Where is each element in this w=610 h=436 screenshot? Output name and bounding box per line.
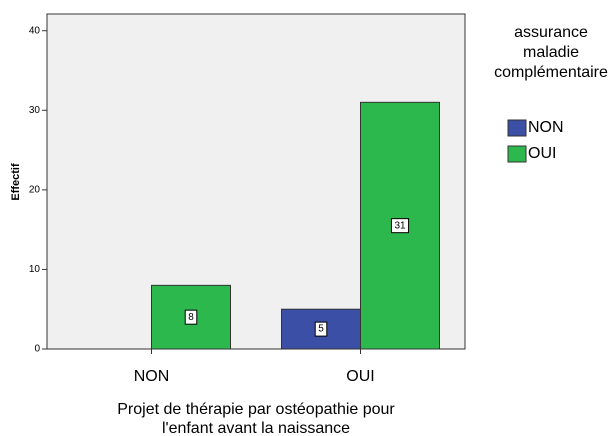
data-label-box — [390, 218, 410, 234]
legend-swatch — [507, 119, 527, 137]
data-label-box — [184, 309, 198, 325]
x-tick-label: NON — [134, 368, 170, 385]
y-tick-label: 20 — [29, 184, 41, 195]
y-tick-label: 0 — [34, 344, 40, 355]
legend-title: assurance — [514, 24, 588, 41]
y-axis-label: Effectif — [10, 163, 22, 201]
legend-title: maladie — [523, 44, 579, 61]
data-label: 8 — [188, 312, 194, 323]
x-axis-label: Projet de thérapie par ostéopathie pour — [117, 401, 395, 418]
legend-label: NON — [528, 119, 564, 136]
y-tick-label: 30 — [29, 105, 41, 116]
data-label-box — [314, 321, 328, 337]
x-tick-label: OUI — [346, 368, 374, 385]
data-label: 5 — [318, 324, 324, 335]
legend-label: OUI — [528, 145, 556, 162]
y-tick-label: 10 — [29, 264, 41, 275]
data-label: 31 — [394, 220, 406, 231]
legend-swatch — [507, 145, 527, 163]
y-tick-label: 40 — [29, 25, 41, 36]
legend-title: complémentaire — [494, 64, 608, 81]
x-axis-label: l'enfant avant la naissance — [162, 420, 350, 436]
